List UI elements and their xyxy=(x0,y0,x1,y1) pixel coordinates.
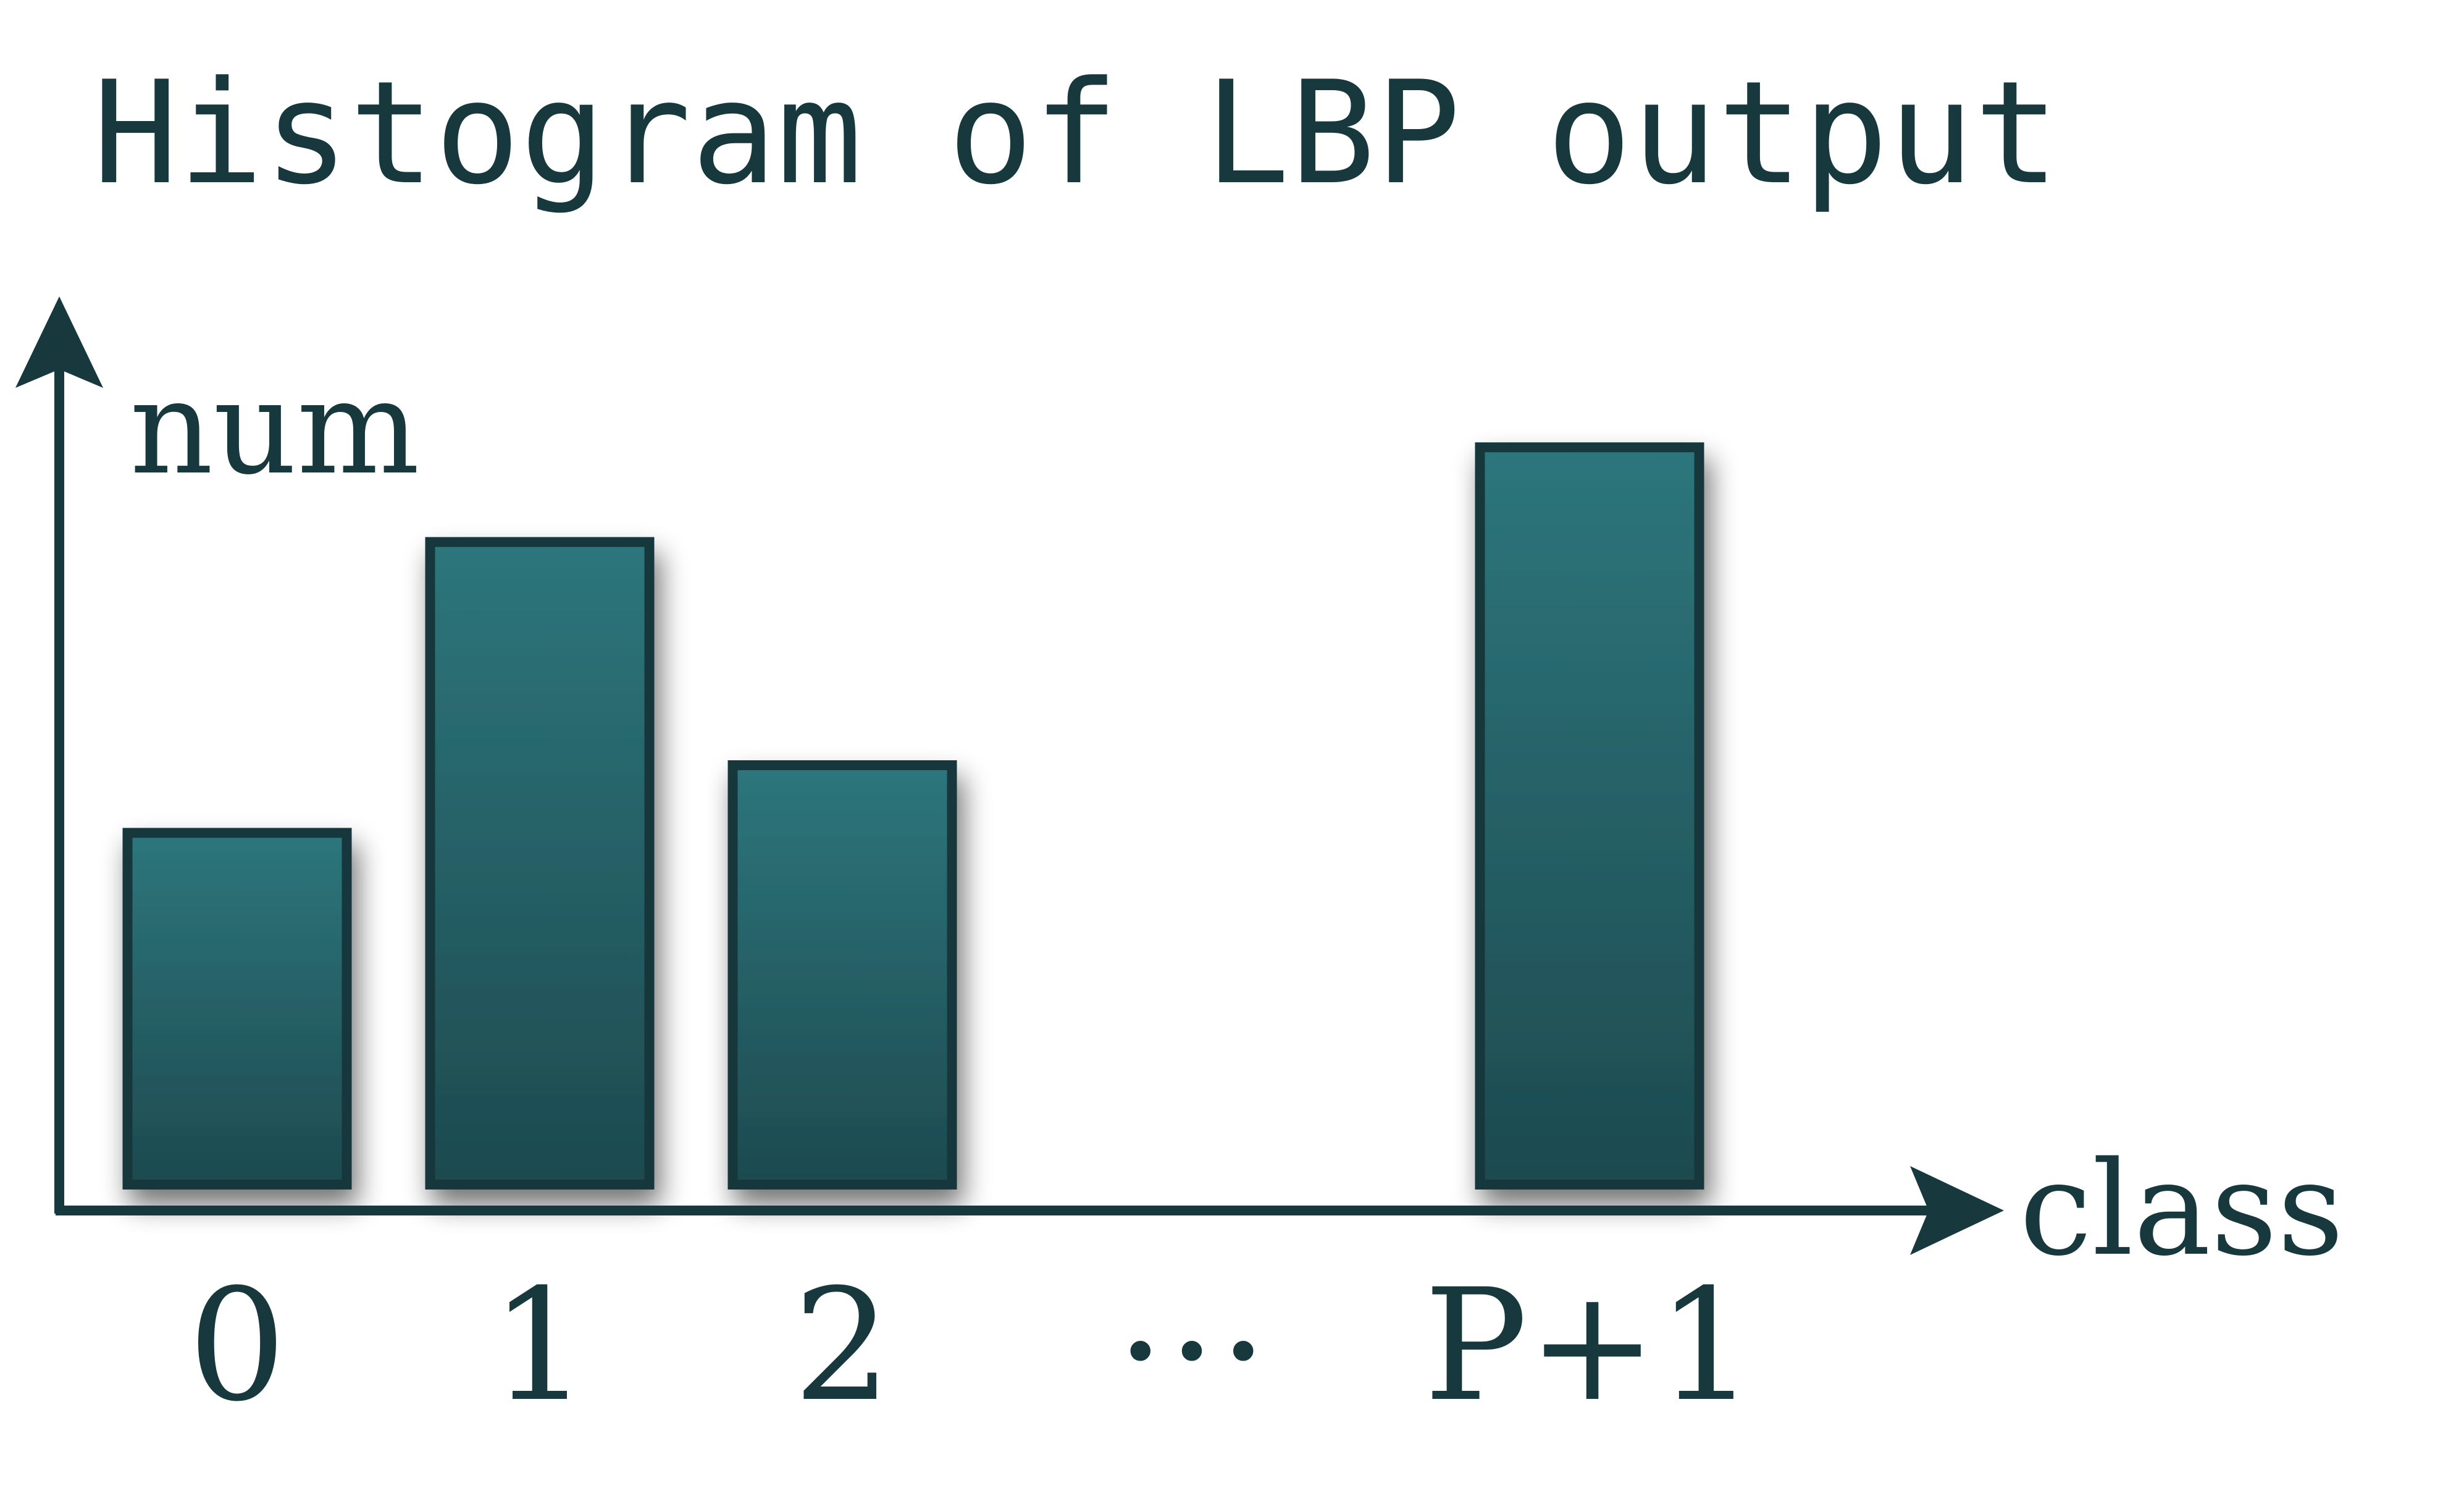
y-axis-arrowhead xyxy=(15,296,103,388)
bar-2 xyxy=(727,760,957,1190)
x-tick-labels: 0 1 2 … P+1 xyxy=(188,1215,1755,1435)
x-axis-label: class xyxy=(2019,1133,2344,1285)
x-axis-arrowhead xyxy=(1910,1166,2004,1255)
x-tick-label: … xyxy=(1115,1215,1269,1395)
x-tick-label: 2 xyxy=(793,1256,891,1435)
bar-p-plus-1 xyxy=(1475,442,1704,1190)
x-tick-label: 1 xyxy=(490,1256,589,1435)
x-tick-label: 0 xyxy=(188,1256,286,1435)
bar-0 xyxy=(122,828,352,1190)
bar-1 xyxy=(425,537,655,1190)
chart-title: Histogram of LBP output xyxy=(93,51,2060,216)
x-tick-label: P+1 xyxy=(1424,1256,1756,1435)
y-axis-label: num xyxy=(130,352,420,503)
bars-group xyxy=(122,442,1704,1190)
